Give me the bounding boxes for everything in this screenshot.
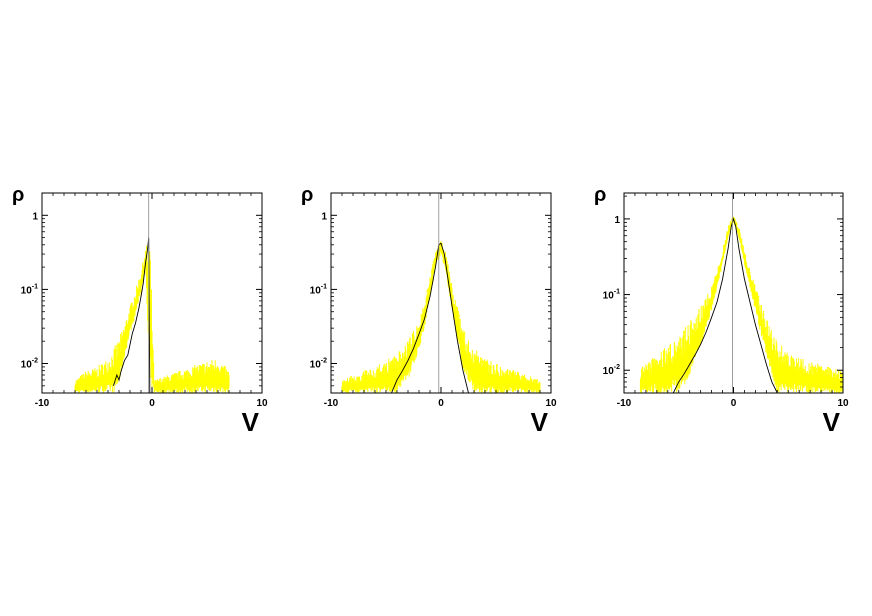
x-tick-label: -10 [617,398,632,409]
y-tick-label-base: 10 [603,291,615,302]
y-tick-label: 10-1 [310,283,327,296]
y-tick-label: 1 [321,211,327,222]
y-tick-label: 1 [32,211,38,222]
y-tick-label-exponent: -2 [614,364,620,371]
y-axis-title: ρ [594,184,606,206]
fit-curve [391,242,469,393]
y-axis-title: ρ [12,184,24,206]
x-tick-label: 10 [545,398,557,409]
y-tick-label-exponent: -1 [614,289,620,296]
y-tick-label-base: 10 [21,360,33,371]
y-tick-label-exponent: -2 [321,358,327,365]
y-tick-label: 10-2 [21,358,38,371]
x-tick-label: 10 [837,398,849,409]
x-axis-title: V [823,407,841,437]
x-tick-label: -10 [35,398,50,409]
y-tick-label-exponent: -1 [321,283,327,290]
y-tick-label-base: 10 [21,285,33,296]
y-axis-title: ρ [301,184,313,206]
y-tick-label-base: 10 [603,366,615,377]
x-axis-title: V [242,407,260,437]
x-tick-label: 0 [731,398,737,409]
y-tick-label: 10-2 [603,364,620,377]
y-tick-label-base: 10 [310,360,322,371]
y-tick-label-exponent: -1 [32,283,38,290]
y-tick-label: 10-2 [310,358,327,371]
fit-curve [113,237,151,393]
y-tick-label: 1 [614,215,620,226]
x-tick-label: 10 [256,398,268,409]
fit-curve [672,217,778,393]
yellow-error-band [341,241,541,393]
x-tick-label: 0 [438,398,444,409]
x-axis-title: V [531,407,549,437]
x-tick-label: -10 [324,398,339,409]
y-tick-label: 10-1 [603,289,620,302]
x-tick-label: 0 [149,398,155,409]
y-tick-label-base: 10 [310,285,322,296]
y-tick-label-exponent: -2 [32,358,38,365]
y-tick-label: 10-1 [21,283,38,296]
yellow-error-band [639,216,843,393]
